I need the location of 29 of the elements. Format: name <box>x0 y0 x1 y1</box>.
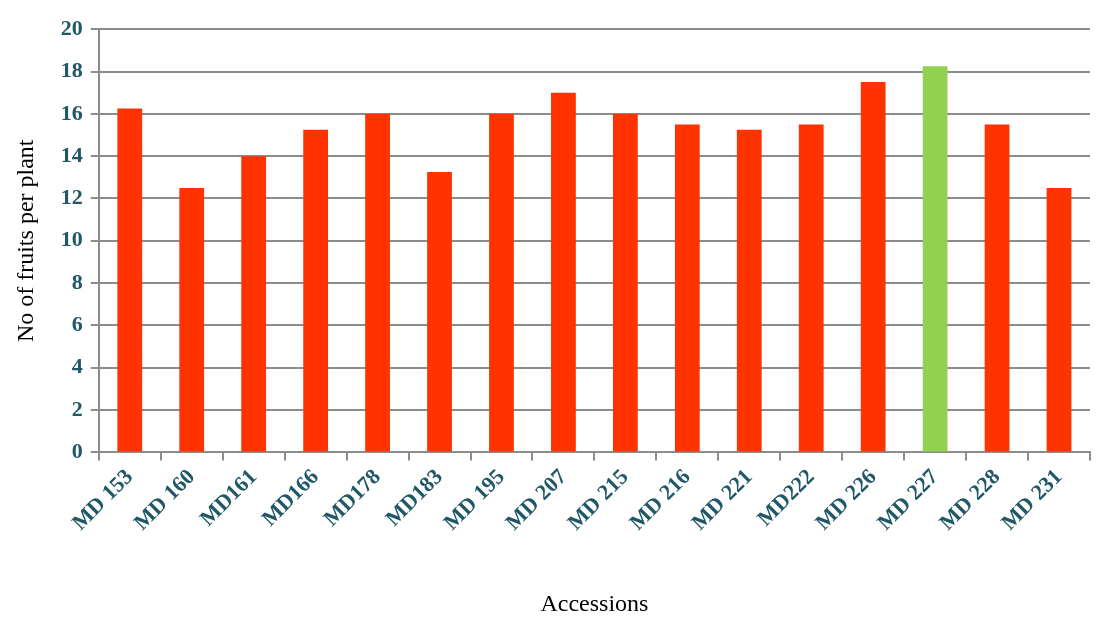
y-tick-label: 8 <box>71 268 83 294</box>
y-tick-label: 2 <box>71 395 83 421</box>
y-tick-label: 0 <box>71 438 83 464</box>
y-tick-label: 20 <box>60 14 83 40</box>
y-tick-label: 12 <box>60 184 83 210</box>
y-tick-label: 4 <box>71 353 83 379</box>
bar <box>179 187 205 452</box>
bar <box>922 66 948 452</box>
bar <box>1046 187 1072 452</box>
y-tick-label: 16 <box>60 99 83 125</box>
bar <box>860 82 886 452</box>
y-tick-label: 6 <box>71 311 83 337</box>
bar <box>241 156 267 452</box>
y-axis-title: No of fruits per plant <box>11 139 38 343</box>
bar <box>736 129 762 452</box>
bar <box>489 113 514 452</box>
bar <box>984 124 1010 452</box>
bar <box>612 113 638 452</box>
y-tick-label: 14 <box>60 141 83 167</box>
y-tick-label: 10 <box>60 226 83 252</box>
y-tick-label: 18 <box>60 57 83 83</box>
bar <box>365 113 390 452</box>
bar <box>551 92 576 452</box>
bar <box>117 108 143 452</box>
bar <box>798 124 824 452</box>
bar <box>674 124 700 452</box>
x-axis-title: Accessions <box>540 589 649 616</box>
bar <box>427 172 452 452</box>
bar <box>303 129 329 452</box>
